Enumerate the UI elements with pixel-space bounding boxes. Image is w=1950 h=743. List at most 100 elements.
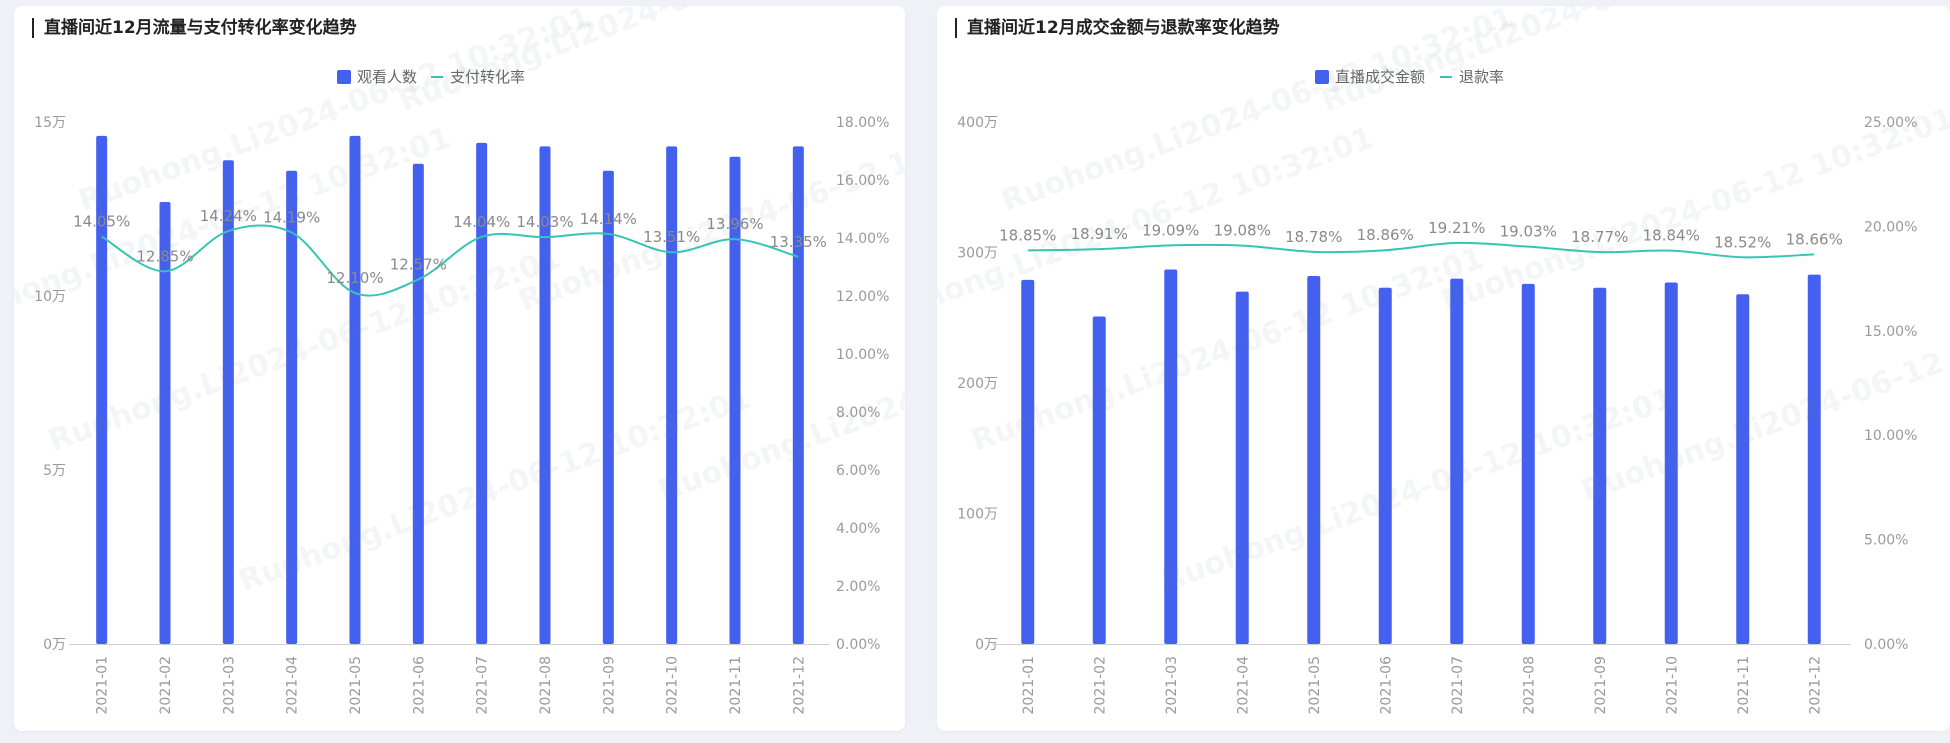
left-axis-tick-label: 5万: [43, 463, 66, 479]
bar-2021-04: [1235, 291, 1249, 644]
bar-2021-12: [1807, 274, 1821, 644]
left-axis-tick-label: 400万: [957, 115, 998, 131]
bar-2021-09: [1593, 287, 1607, 644]
line-data-label: 18.91%: [1071, 225, 1128, 243]
bar-2021-08: [539, 146, 551, 645]
bar-2021-05: [349, 135, 361, 645]
x-axis-tick-label: 2021-02: [1092, 656, 1108, 715]
line-series-支付转化率: [101, 224, 799, 297]
legend-line-label: 退款率: [1459, 68, 1504, 86]
right-axis-tick-label: 4.00%: [836, 521, 880, 537]
right-axis-tick-label: 18.00%: [836, 115, 889, 131]
x-axis-tick-label: 2021-12: [791, 656, 807, 715]
x-axis-tick-label: 2021-09: [601, 656, 617, 715]
line-data-label: 18.78%: [1285, 228, 1342, 246]
bar-2021-04: [286, 170, 298, 644]
right-axis-tick-label: 8.00%: [836, 405, 880, 421]
legend: 直播成交金额 退款率: [1315, 68, 1504, 86]
x-axis-tick-label: 2021-07: [1450, 656, 1466, 715]
legend: 观看人数 支付转化率: [337, 68, 525, 86]
line-data-label: 19.21%: [1428, 219, 1485, 237]
bar-2021-10: [666, 146, 678, 645]
left-axis-tick-label: 300万: [957, 246, 998, 262]
x-axis-tick-label: 2021-10: [1664, 656, 1680, 715]
line-data-label: 14.03%: [516, 213, 573, 231]
bar-2021-11: [729, 156, 741, 645]
right-axis-tick-label: 16.00%: [836, 173, 889, 189]
gmv-chart-card: 直播间近12月成交金额与退款率变化趋势 直播成交金额 退款率 0万 100万 200万 3…: [937, 6, 1950, 731]
legend-bar-swatch: [1315, 70, 1329, 84]
bar-2021-01: [1021, 279, 1035, 644]
line-data-label: 14.14%: [580, 210, 637, 228]
right-axis-tick-label: 14.00%: [836, 231, 889, 247]
line-data-label: 18.52%: [1714, 233, 1771, 251]
traffic-chart: 观看人数 支付转化率 0万 5万 10万 15万 0.00% 2.00% 4.00% 6.00% 8…: [34, 68, 889, 715]
line-data-label: 14.24%: [200, 207, 257, 225]
bar-2021-01: [96, 135, 108, 645]
right-axis-tick-label: 2.00%: [836, 579, 880, 595]
line-data-label: 14.19%: [263, 208, 320, 226]
right-axis-tick-label: 5.00%: [1864, 533, 1908, 549]
right-axis-tick-label: 15.00%: [1864, 324, 1917, 340]
line-data-label: 13.35%: [770, 233, 827, 251]
traffic-chart-card: 直播间近12月流量与支付转化率变化趋势 观看人数 支付转化率 0万 5万 10万 15万 0…: [14, 6, 905, 731]
line-data-label: 13.51%: [643, 228, 700, 246]
left-axis-tick-label: 200万: [957, 376, 998, 392]
right-axis-tick-label: 6.00%: [836, 463, 880, 479]
line-data-label: 19.08%: [1214, 222, 1271, 240]
x-axis-tick-label: 2021-09: [1593, 656, 1609, 715]
line-data-label: 18.84%: [1643, 227, 1700, 245]
x-axis-tick-label: 2021-07: [475, 656, 491, 715]
x-axis-tick-label: 2021-08: [538, 656, 554, 715]
traffic-chart-title: 直播间近12月流量与支付转化率变化趋势: [32, 18, 357, 38]
legend-bar-swatch: [337, 70, 351, 84]
bar-2021-10: [1664, 282, 1678, 644]
gmv-chart-title: 直播间近12月成交金额与退款率变化趋势: [955, 18, 1280, 38]
left-axis-tick-label: 10万: [34, 289, 66, 305]
line-data-label: 12.57%: [390, 255, 447, 273]
line-data-label: 18.77%: [1571, 228, 1628, 246]
legend-line-label: 支付转化率: [450, 68, 525, 86]
line-data-label: 13.96%: [706, 215, 763, 233]
x-axis-tick-label: 2021-05: [348, 656, 364, 715]
bar-2021-06: [1378, 287, 1392, 644]
gmv-chart: 直播成交金额 退款率 0万 100万 200万 300万 400万 0.00% 5.00% 10.…: [957, 68, 1917, 715]
line-data-label: 19.03%: [1500, 223, 1557, 241]
x-axis-tick-label: 2021-06: [411, 656, 427, 715]
bar-2021-02: [159, 202, 171, 645]
bar-2021-03: [1164, 269, 1178, 644]
legend-bar-label: 观看人数: [357, 68, 417, 86]
x-axis-tick-label: 2021-11: [1736, 656, 1752, 715]
right-axis-tick-label: 0.00%: [836, 637, 880, 653]
bar-2021-03: [222, 160, 234, 644]
bar-2021-12: [792, 146, 804, 645]
bar-2021-11: [1736, 294, 1750, 644]
bar-2021-02: [1092, 316, 1106, 644]
x-axis-tick-label: 2021-01: [1021, 656, 1037, 715]
right-axis-tick-label: 10.00%: [1864, 428, 1917, 444]
x-axis-tick-label: 2021-06: [1378, 656, 1394, 715]
left-axis-tick-label: 100万: [957, 507, 998, 523]
right-axis-tick-label: 10.00%: [836, 347, 889, 363]
x-axis-tick-label: 2021-01: [95, 656, 111, 715]
left-axis-tick-label: 15万: [34, 115, 66, 131]
line-data-label: 12.85%: [136, 247, 193, 265]
right-axis-tick-label: 12.00%: [836, 289, 889, 305]
bar-2021-08: [1521, 283, 1535, 644]
bar-2021-05: [1307, 275, 1321, 644]
x-axis-tick-label: 2021-10: [665, 656, 681, 715]
x-axis-tick-label: 2021-08: [1521, 656, 1537, 715]
x-axis-tick-label: 2021-04: [1235, 656, 1251, 715]
bar-2021-09: [602, 170, 614, 644]
right-axis-tick-label: 20.00%: [1864, 219, 1917, 235]
x-axis-tick-label: 2021-05: [1307, 656, 1323, 715]
x-axis-tick-label: 2021-11: [728, 656, 744, 715]
x-axis-tick-label: 2021-12: [1807, 656, 1823, 715]
line-data-label: 19.09%: [1142, 221, 1199, 239]
legend-bar-label: 直播成交金额: [1335, 68, 1425, 86]
x-axis-tick-label: 2021-03: [221, 656, 237, 715]
right-axis-tick-label: 0.00%: [1864, 637, 1908, 653]
left-axis-tick-label: 0万: [975, 637, 998, 653]
bar-2021-07: [476, 142, 488, 644]
line-data-label: 18.86%: [1357, 226, 1414, 244]
